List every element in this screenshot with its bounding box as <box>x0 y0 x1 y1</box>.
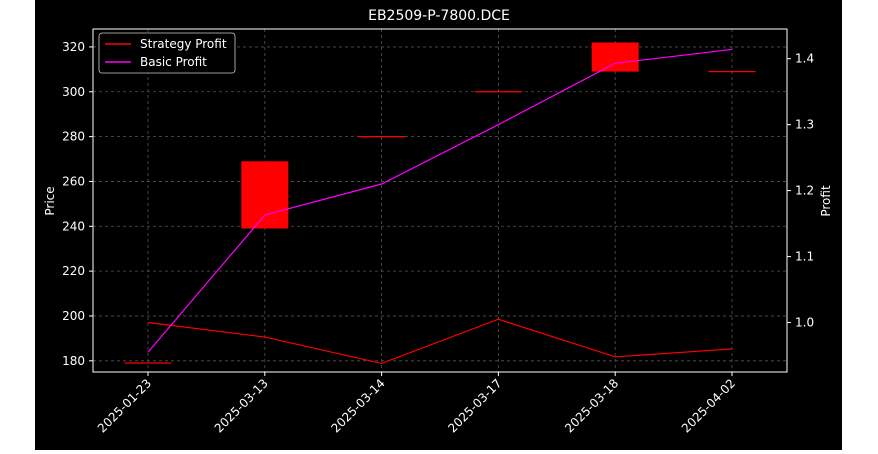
y-tick-label-left: 200 <box>62 309 85 323</box>
y-tick-label-left: 220 <box>62 264 85 278</box>
axes-frame <box>92 28 788 373</box>
y-tick-label-right: 1.4 <box>795 52 814 66</box>
y-tick-label-right: 1.3 <box>795 118 814 132</box>
y-axis-label-right: Profit <box>819 185 833 217</box>
y-tick-label-right: 1.1 <box>795 250 814 264</box>
grid-layer <box>93 29 787 372</box>
y-tick-label-left: 260 <box>62 174 85 188</box>
series-line-basic-profit <box>147 48 733 353</box>
series-line-strategy-profit <box>147 318 733 365</box>
y-tick-label-right: 1.2 <box>795 184 814 198</box>
line-layer <box>147 48 733 365</box>
y-tick-label-left: 240 <box>62 219 85 233</box>
y-axis-label-left: Price <box>43 186 57 215</box>
figure-background <box>35 0 842 450</box>
chart-title: EB2509-P-7800.DCE <box>368 8 510 24</box>
candle-body <box>241 161 289 229</box>
legend-label: Strategy Profit <box>140 37 227 51</box>
legend-label: Basic Profit <box>140 55 207 69</box>
y-tick-label-right: 1.0 <box>795 316 814 330</box>
y-tick-label-left: 180 <box>62 354 85 368</box>
y-tick-label-left: 280 <box>62 130 85 144</box>
candle-body <box>591 42 639 72</box>
y-tick-label-left: 300 <box>62 85 85 99</box>
legend-box <box>98 32 236 74</box>
y-tick-label-left: 320 <box>62 40 85 54</box>
legend: Strategy Profit Basic Profit <box>98 32 236 74</box>
candle-layer <box>124 42 756 364</box>
